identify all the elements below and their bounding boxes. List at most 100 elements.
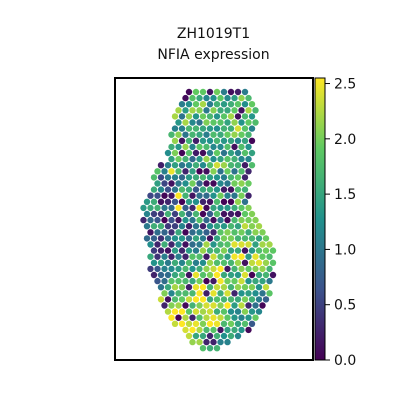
spot [262, 271, 270, 279]
spot [189, 265, 196, 273]
spot [231, 94, 238, 102]
spot [238, 229, 245, 236]
spot [154, 265, 161, 273]
spot [245, 155, 252, 163]
spot [164, 308, 172, 315]
spot [164, 296, 172, 303]
spot [206, 149, 214, 157]
spot [157, 162, 165, 169]
spot [220, 284, 228, 291]
spot [171, 162, 179, 169]
spot [262, 247, 270, 254]
spot [238, 326, 245, 334]
spot [199, 247, 207, 254]
spot [147, 265, 154, 273]
spot [231, 302, 238, 309]
spot [238, 265, 245, 273]
spot [259, 229, 266, 236]
spot [182, 168, 189, 175]
spot [217, 241, 224, 248]
chart-title: ZH1019T1 [176, 26, 251, 42]
spot [234, 186, 242, 193]
spot [238, 241, 245, 248]
spot [185, 174, 193, 181]
spot [213, 247, 221, 254]
spot [206, 271, 214, 279]
spot [196, 143, 203, 151]
spot [189, 131, 196, 138]
spot [189, 119, 196, 126]
spot [220, 174, 228, 181]
spot [171, 125, 179, 132]
spot [213, 235, 221, 242]
spot [178, 210, 186, 218]
spot [238, 131, 245, 138]
spot [227, 235, 235, 242]
spot [210, 204, 217, 212]
spot [164, 284, 172, 291]
spot [220, 332, 228, 340]
spot [161, 216, 168, 224]
spot [217, 277, 224, 285]
spot [192, 125, 200, 132]
spot [245, 143, 252, 151]
spot [206, 101, 214, 108]
spot [245, 326, 252, 334]
spot [182, 119, 189, 126]
spot [213, 174, 221, 181]
spot [217, 290, 224, 297]
spot [259, 241, 266, 248]
spot [255, 284, 263, 291]
spot [178, 223, 186, 230]
spot [164, 174, 172, 181]
spot [175, 290, 182, 297]
spot [189, 192, 196, 199]
spot [245, 94, 252, 102]
spot [185, 320, 193, 327]
spot [224, 131, 231, 138]
spot [231, 326, 238, 334]
spot [227, 198, 235, 205]
spot [185, 210, 193, 218]
spot [266, 241, 273, 248]
spot [220, 210, 228, 218]
spot [213, 296, 221, 303]
spot [175, 155, 182, 163]
spot [185, 332, 193, 340]
spot [217, 168, 224, 175]
spot [245, 192, 252, 199]
chart-subtitle: NFIA expression [157, 47, 270, 63]
spot [213, 186, 221, 193]
spot [238, 302, 245, 309]
spot [210, 131, 217, 138]
spot [241, 149, 249, 157]
spot [241, 88, 249, 96]
spot [199, 271, 207, 279]
spot [248, 259, 256, 266]
spot [199, 210, 207, 218]
spot [161, 265, 168, 273]
spot [185, 162, 193, 169]
spot [175, 168, 182, 175]
spot [199, 162, 207, 169]
spot [217, 326, 224, 334]
spot [266, 253, 273, 260]
spot [217, 314, 224, 321]
spot [199, 113, 207, 120]
spot [269, 259, 277, 266]
spot [154, 277, 161, 285]
spot [217, 216, 224, 224]
spot [157, 296, 165, 303]
spot [210, 180, 217, 187]
spot [231, 241, 238, 248]
spot [178, 296, 186, 303]
spot [234, 88, 242, 96]
spot [231, 314, 238, 321]
spot [178, 320, 186, 327]
spot [217, 338, 224, 346]
spot [217, 131, 224, 138]
spot [248, 162, 256, 169]
spot [189, 180, 196, 187]
spot [150, 223, 158, 230]
